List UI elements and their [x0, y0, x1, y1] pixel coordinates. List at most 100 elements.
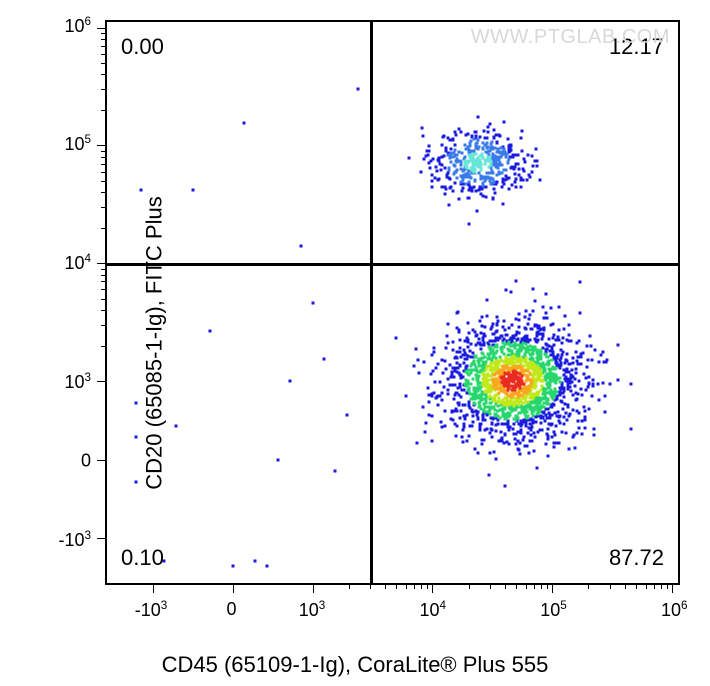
scatter-dot: [415, 347, 418, 350]
scatter-dot: [460, 151, 463, 154]
scatter-dot: [480, 423, 483, 426]
x-tick-minor: [661, 583, 662, 589]
scatter-dot: [443, 385, 446, 388]
x-tick-minor: [636, 583, 637, 589]
scatter-dot: [579, 362, 582, 365]
x-tick-label: 105: [540, 599, 567, 621]
scatter-dot: [501, 177, 504, 180]
scatter-dot: [497, 133, 500, 136]
scatter-dot: [435, 366, 438, 369]
scatter-dot: [523, 161, 526, 164]
scatter-dot: [469, 144, 472, 147]
scatter-dot: [501, 436, 504, 439]
scatter-dot: [436, 404, 439, 407]
x-tick-major: [153, 583, 154, 593]
scatter-dot: [478, 404, 481, 407]
scatter-dot: [596, 383, 599, 386]
scatter-dot: [471, 189, 474, 192]
scatter-dot: [535, 147, 538, 150]
scatter-dot: [509, 167, 512, 170]
scatter-dot: [578, 312, 581, 315]
scatter-dot: [489, 394, 492, 397]
scatter-dot: [558, 390, 561, 393]
scatter-dot: [443, 359, 446, 362]
scatter-dot: [592, 433, 595, 436]
scatter-dot: [453, 165, 456, 168]
scatter-dot: [134, 402, 137, 405]
scatter-dot: [430, 414, 433, 417]
scatter-dot: [427, 154, 430, 157]
scatter-dot: [539, 429, 542, 432]
scatter-dot: [515, 415, 518, 418]
scatter-dot: [435, 169, 438, 172]
scatter-dot: [499, 151, 502, 154]
scatter-dot: [483, 159, 486, 162]
plot-area: WWW.PTGLAB.COM 0.00 12.17 0.10 87.72: [105, 20, 680, 585]
scatter-dot: [532, 288, 535, 291]
scatter-dot: [546, 316, 549, 319]
scatter-dot: [134, 481, 137, 484]
scatter-dot: [479, 193, 482, 196]
scatter-dot: [578, 281, 581, 284]
scatter-dot: [598, 399, 601, 402]
scatter-dot: [602, 350, 605, 353]
scatter-dot: [549, 324, 552, 327]
scatter-dot: [525, 327, 528, 330]
scatter-dot: [493, 406, 496, 409]
scatter-dot: [544, 442, 547, 445]
scatter-dot: [489, 452, 492, 455]
scatter-dot: [546, 402, 549, 405]
scatter-dot: [581, 419, 584, 422]
scatter-dot: [514, 437, 517, 440]
scatter-dot: [529, 434, 532, 437]
scatter-dot: [555, 415, 558, 418]
scatter-dot: [469, 383, 472, 386]
scatter-dot: [553, 431, 556, 434]
scatter-dot: [583, 405, 586, 408]
scatter-dot: [586, 365, 589, 368]
scatter-dot: [514, 177, 517, 180]
scatter-dot: [459, 409, 462, 412]
scatter-dot: [455, 171, 458, 174]
scatter-dot: [507, 428, 510, 431]
scatter-dot: [529, 440, 532, 443]
scatter-dot: [562, 408, 565, 411]
scatter-dot: [575, 341, 578, 344]
scatter-dot: [499, 430, 502, 433]
scatter-dot: [552, 353, 555, 356]
scatter-dot: [492, 450, 495, 453]
scatter-dot: [505, 174, 508, 177]
scatter-dot: [471, 415, 474, 418]
y-tick-label: 103: [64, 371, 91, 393]
scatter-dot: [519, 419, 522, 422]
scatter-dot: [526, 178, 529, 181]
scatter-dot: [563, 422, 566, 425]
scatter-dot: [569, 412, 572, 415]
scatter-dot: [277, 458, 280, 461]
x-tick-label: 0: [226, 599, 236, 620]
scatter-dot: [476, 452, 479, 455]
scatter-dot: [520, 176, 523, 179]
scatter-dot: [466, 357, 469, 360]
scatter-dot: [528, 426, 531, 429]
scatter-dot: [208, 329, 211, 332]
scatter-dot: [554, 424, 557, 427]
scatter-dot: [565, 339, 568, 342]
scatter-dot: [243, 121, 246, 124]
scatter-dot: [439, 380, 442, 383]
scatter-dot: [447, 342, 450, 345]
scatter-dot: [446, 335, 449, 338]
scatter-dot: [322, 357, 325, 360]
scatter-dot: [485, 195, 488, 198]
scatter-dot: [453, 144, 456, 147]
x-tick-minor: [526, 583, 527, 589]
x-tick-minor: [414, 583, 415, 589]
scatter-dot: [557, 328, 560, 331]
scatter-dot: [530, 154, 533, 157]
x-tick-major: [313, 583, 314, 593]
scatter-dot: [568, 448, 571, 451]
scatter-dot: [468, 331, 471, 334]
scatter-dot: [546, 343, 549, 346]
x-tick-minor: [427, 583, 428, 589]
scatter-dot: [504, 289, 507, 292]
